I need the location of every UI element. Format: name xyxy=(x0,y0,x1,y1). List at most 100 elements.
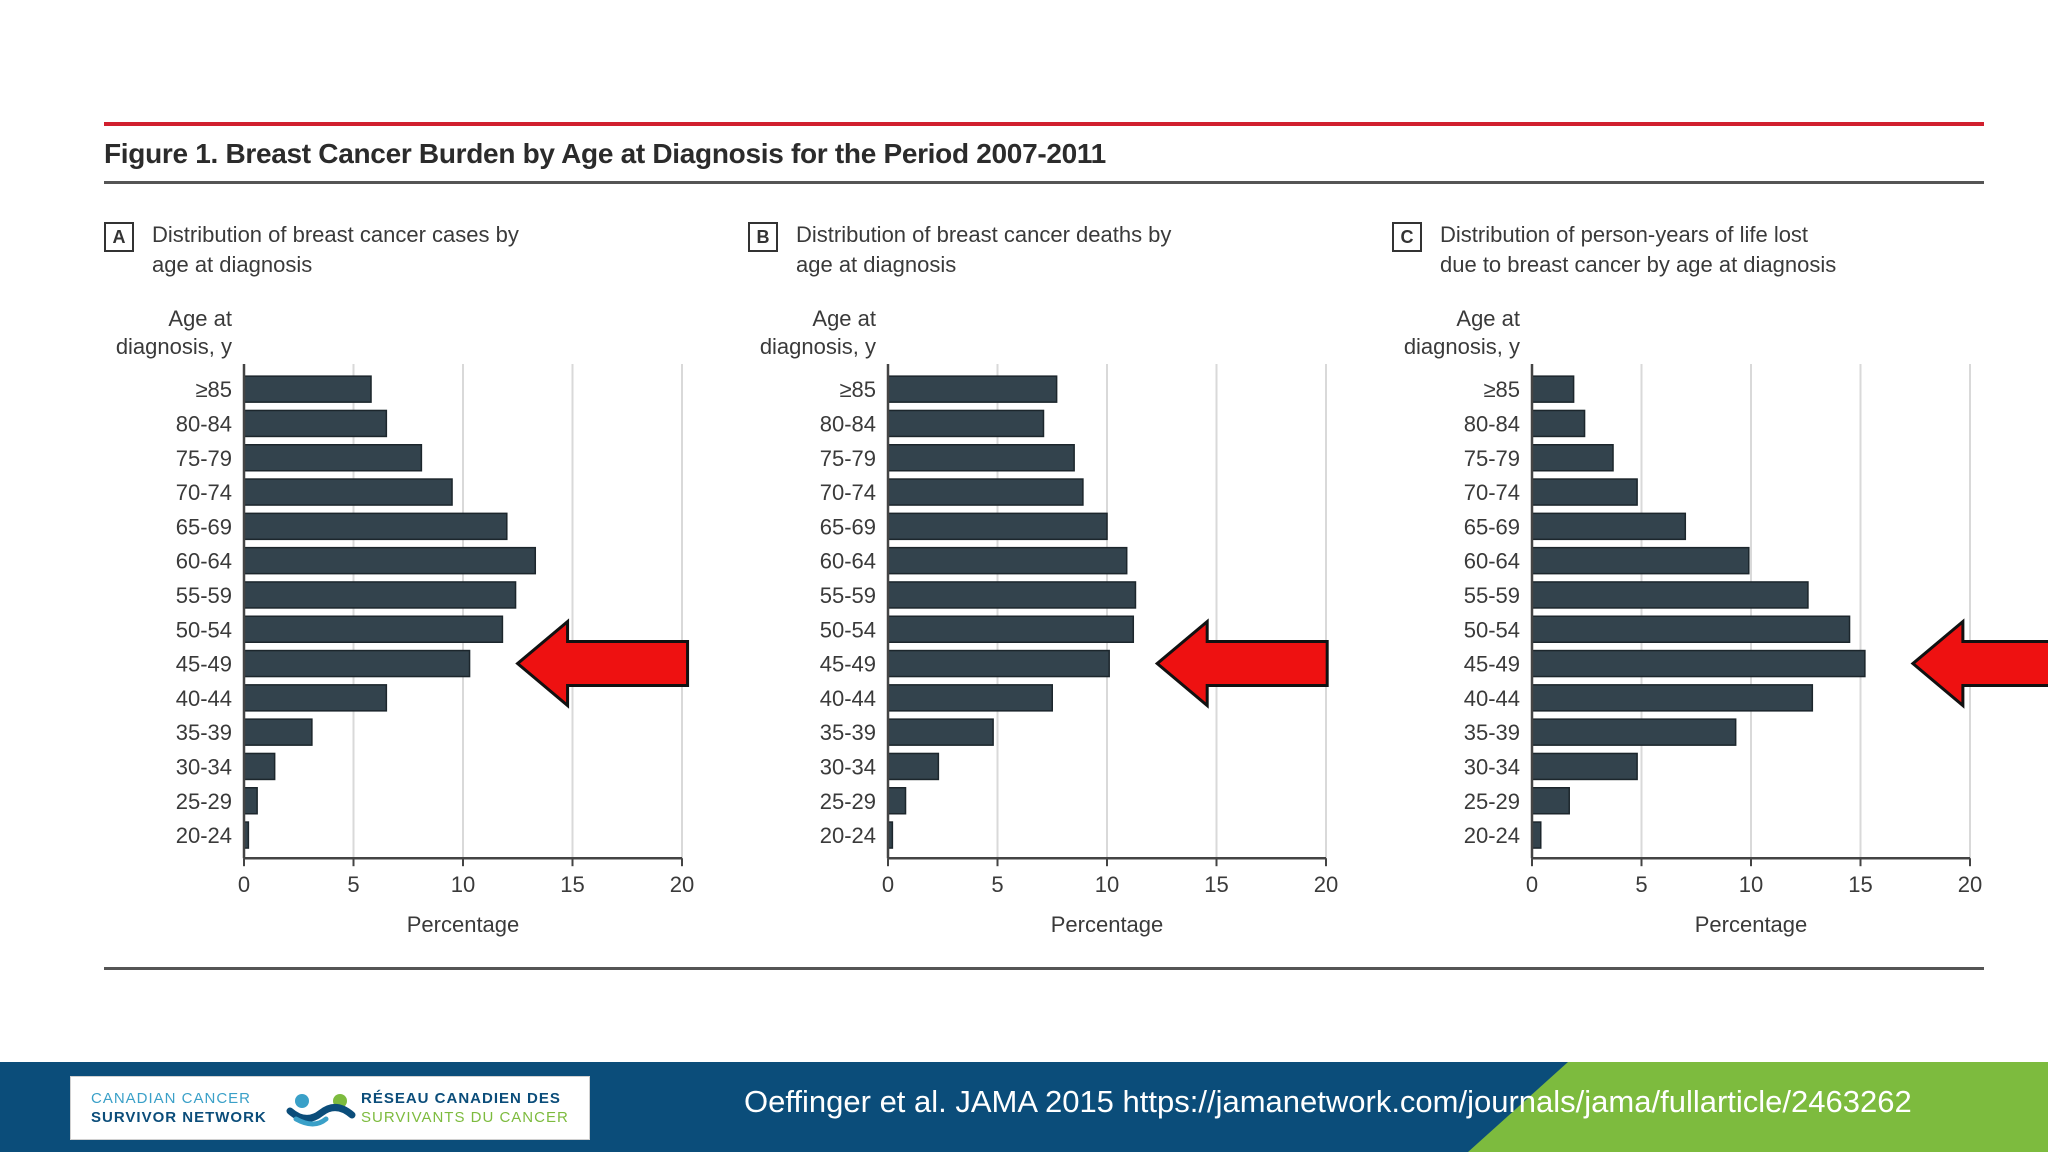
panel-a-title: Distribution of breast cancer cases by a… xyxy=(152,220,612,280)
category-label: 55-59 xyxy=(176,583,232,608)
x-tick-label: 15 xyxy=(1848,872,1872,897)
bar xyxy=(243,444,423,472)
bar xyxy=(887,615,1135,643)
x-tick-label: 0 xyxy=(1526,872,1538,897)
x-tick-label: 20 xyxy=(1314,872,1338,897)
chart-panel-c: Age at diagnosis, y ≥85 80-84 75-79 70-74 65-6… xyxy=(1404,306,2048,937)
citation-text: Oeffinger et al. JAMA 2015 https://jaman… xyxy=(744,1084,1912,1119)
category-label: 75-79 xyxy=(820,446,876,471)
x-tick-label: 0 xyxy=(882,872,894,897)
category-label: 80-84 xyxy=(1464,411,1520,436)
category-label: 60-64 xyxy=(176,549,232,574)
bar xyxy=(243,718,313,746)
bar xyxy=(887,752,940,781)
bar xyxy=(1531,615,1851,643)
category-label: 45-49 xyxy=(176,652,232,677)
x-tick-label: 20 xyxy=(670,872,694,897)
panel-b-letter: B xyxy=(748,222,778,252)
x-tick-label: 0 xyxy=(238,872,250,897)
x-tick-label: 10 xyxy=(1095,872,1119,897)
bar xyxy=(1531,718,1737,746)
bar xyxy=(243,649,471,678)
panel-b-title: Distribution of breast cancer deaths by … xyxy=(796,220,1256,280)
category-label: 70-74 xyxy=(1464,480,1520,505)
category-label: 45-49 xyxy=(1464,652,1520,677)
category-label: 60-64 xyxy=(820,549,876,574)
bar xyxy=(1531,444,1614,472)
bar xyxy=(243,375,372,403)
y-axis-title-line2: diagnosis, y xyxy=(116,334,232,359)
category-label: 60-64 xyxy=(1464,549,1520,574)
bar xyxy=(887,375,1058,403)
panel-c-title-line2: due to breast cancer by age at diagnosis xyxy=(1440,252,1837,277)
logo-english-text: CANADIAN CANCER SURVIVOR NETWORK xyxy=(91,1089,281,1127)
category-label: 40-44 xyxy=(1464,686,1520,711)
category-label: 80-84 xyxy=(820,411,876,436)
category-label: 25-29 xyxy=(176,789,232,814)
bar xyxy=(887,444,1075,472)
category-label: 65-69 xyxy=(1464,514,1520,539)
bar xyxy=(243,684,388,712)
bar xyxy=(1531,821,1542,849)
category-label: 20-24 xyxy=(1464,823,1520,848)
logo-fr-line1: RÉSEAU CANADIEN DES xyxy=(361,1090,561,1107)
y-axis-title-line1: Age at xyxy=(1456,306,1520,331)
category-label: 70-74 xyxy=(820,480,876,505)
panel-c-title: Distribution of person-years of life los… xyxy=(1440,220,1900,280)
bar xyxy=(1531,375,1575,403)
y-axis-title-line2: diagnosis, y xyxy=(760,334,876,359)
category-label: 40-44 xyxy=(176,686,232,711)
chart-panel-b: Age at diagnosis, y ≥85 80-84 75-79 70-74 65-6… xyxy=(760,306,1338,937)
red-arrow-annotation xyxy=(1154,618,1329,709)
bar xyxy=(243,752,276,781)
bar xyxy=(1531,752,1638,781)
ccsn-logo: CANADIAN CANCER SURVIVOR NETWORK RÉSEAU … xyxy=(70,1076,590,1140)
x-tick-label: 15 xyxy=(560,872,584,897)
logo-en-line2: SURVIVOR NETWORK xyxy=(91,1109,267,1126)
figure-top-rule xyxy=(104,122,1984,126)
bar xyxy=(887,546,1128,575)
bar xyxy=(887,684,1053,712)
bar xyxy=(1531,581,1809,609)
logo-mark-icon xyxy=(286,1094,356,1127)
x-tick-label: 5 xyxy=(1635,872,1647,897)
category-label: 75-79 xyxy=(176,446,232,471)
category-label: 80-84 xyxy=(176,411,232,436)
logo-french-text: RÉSEAU CANADIEN DES SURVIVANTS DU CANCER xyxy=(361,1089,581,1127)
category-label: 70-74 xyxy=(176,480,232,505)
panel-b-title-line1: Distribution of breast cancer deaths by xyxy=(796,222,1172,247)
bar xyxy=(1531,409,1586,438)
x-tick-label: 5 xyxy=(991,872,1003,897)
category-label: 20-24 xyxy=(176,823,232,848)
y-axis-title-line2: diagnosis, y xyxy=(1404,334,1520,359)
figure-title: Figure 1. Breast Cancer Burden by Age at… xyxy=(104,138,1106,169)
x-tick-label: 10 xyxy=(1739,872,1763,897)
category-label: 30-34 xyxy=(820,754,876,779)
category-label: ≥85 xyxy=(195,377,232,402)
footer-green-accent xyxy=(1468,1062,2048,1152)
red-arrow-annotation xyxy=(515,618,690,709)
category-label: 30-34 xyxy=(1464,754,1520,779)
category-label: 25-29 xyxy=(1464,789,1520,814)
category-label: 40-44 xyxy=(820,686,876,711)
category-label: 20-24 xyxy=(820,823,876,848)
bar xyxy=(243,512,508,541)
bar xyxy=(887,581,1137,609)
bar xyxy=(243,581,517,609)
bar xyxy=(243,409,388,438)
bar xyxy=(243,478,453,506)
category-label: 75-79 xyxy=(1464,446,1520,471)
x-tick-label: 5 xyxy=(347,872,359,897)
x-tick-label: 15 xyxy=(1204,872,1228,897)
logo-fr-line2: SURVIVANTS DU CANCER xyxy=(361,1109,569,1126)
panel-a-letter: A xyxy=(104,222,134,252)
category-label: 35-39 xyxy=(820,720,876,745)
category-label: 35-39 xyxy=(1464,720,1520,745)
chart-panel-a: Age at diagnosis, y ≥85 80-84 75-79 70-74 65-6… xyxy=(116,306,694,937)
panel-b-title-line2: age at diagnosis xyxy=(796,252,957,277)
bar xyxy=(887,649,1110,678)
category-label: 50-54 xyxy=(820,617,876,642)
x-axis-title: Percentage xyxy=(1051,912,1164,937)
bar xyxy=(1531,478,1638,506)
category-label: 50-54 xyxy=(176,617,232,642)
